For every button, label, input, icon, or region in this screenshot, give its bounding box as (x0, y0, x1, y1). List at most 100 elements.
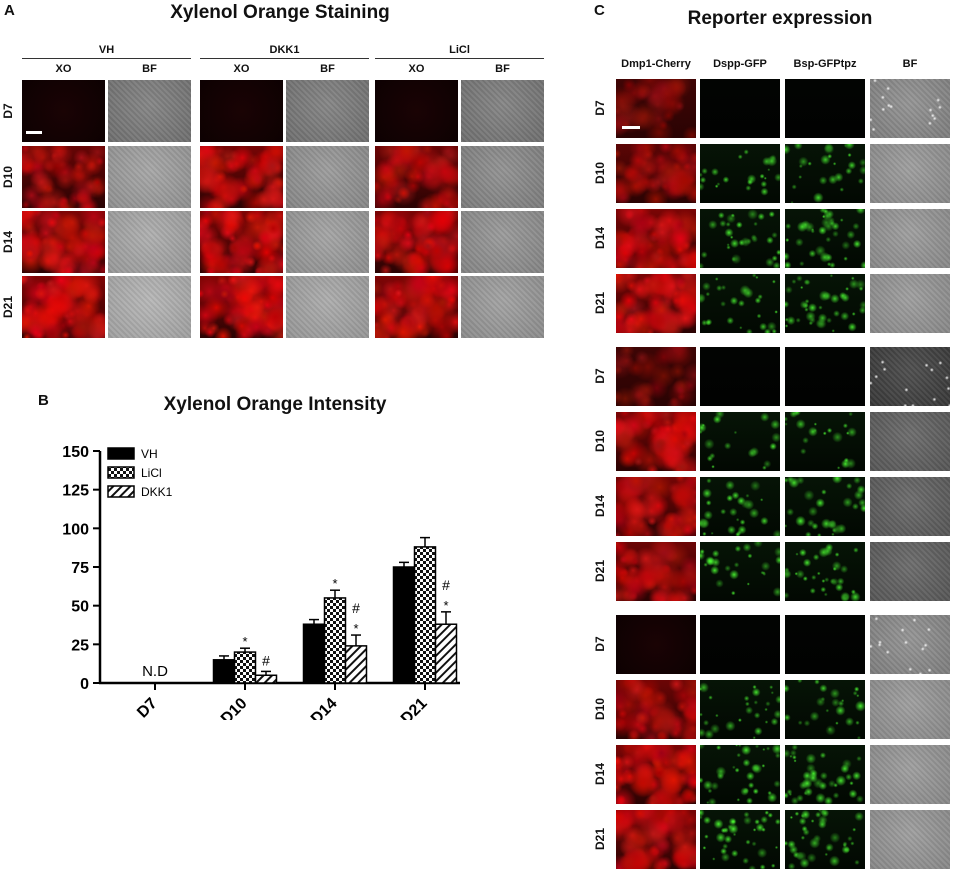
reporter-image-dspp-gfp-d14 (700, 477, 780, 536)
y-tick-label: 25 (71, 637, 89, 654)
panel-b-letter: B (38, 392, 49, 409)
reporter-image-bf-d10 (870, 144, 950, 203)
xo-image-vh-d10 (22, 146, 105, 208)
row-label-d7: D7 (593, 368, 607, 384)
bar-vh-d21 (392, 566, 416, 684)
legend-label-licl: LiCl (141, 466, 162, 480)
bf-image-vh-d14 (108, 211, 191, 273)
reporter-image-dmp1-cherry-d21 (616, 542, 696, 601)
panel-c-letter: C (594, 2, 605, 19)
legend-label-dkk1: DKK1 (141, 485, 173, 499)
group-label-vh: VH (98, 44, 115, 56)
reporter-image-dspp-gfp-d10 (700, 680, 780, 739)
reporter-image-bf-d21 (870, 542, 950, 601)
row-label-d14: D14 (593, 495, 607, 518)
reporter-image-dmp1-cherry-d7 (616, 79, 696, 138)
legend-label-vh: VH (141, 447, 158, 461)
reporter-image-bsp-gfptpz-d14 (785, 745, 865, 804)
y-tick-label: 75 (71, 560, 89, 577)
x-tick-label: D10 (218, 695, 251, 720)
reporter-image-bsp-gfptpz-d14 (785, 209, 865, 268)
reporter-image-bf-d14 (870, 209, 950, 268)
column-label-dmp1-cherry: Dmp1-Cherry (621, 58, 691, 70)
xo-image-dkk1-d10 (200, 146, 283, 208)
bf-image-dkk1-d14 (286, 211, 369, 273)
panel-a-grid: VH XO BF DKK1 XO BF LiCl XO BF D7 D10 D14 D21 (0, 0, 560, 340)
reporter-image-bsp-gfptpz-d7 (785, 347, 865, 406)
reporter-image-bsp-gfptpz-d14 (785, 477, 865, 536)
bar-dkk1-d21 (434, 623, 458, 684)
nd-annotation: N.D (142, 663, 168, 680)
row-label-d7: D7 (593, 100, 607, 116)
reporter-image-dmp1-cherry-d21 (616, 810, 696, 869)
reporter-image-bsp-gfptpz-d21 (785, 810, 865, 869)
x-tick-label: D7 (134, 695, 161, 720)
legend-swatch-vh (107, 447, 135, 460)
reporter-image-dmp1-cherry-d14 (616, 477, 696, 536)
reporter-image-dmp1-cherry-d7 (616, 615, 696, 674)
reporter-image-dspp-gfp-d7 (700, 79, 780, 138)
row-label-d10: D10 (593, 698, 607, 721)
reporter-image-dmp1-cherry-d14 (616, 209, 696, 268)
reporter-image-bf-d7 (870, 79, 950, 138)
reporter-image-dmp1-cherry-d10 (616, 412, 696, 471)
group-rule (200, 58, 369, 59)
bar-dkk1-d14 (344, 645, 368, 684)
reporter-image-dmp1-cherry-d21 (616, 274, 696, 333)
reporter-image-bf-d14 (870, 477, 950, 536)
reporter-image-dspp-gfp-d21 (700, 274, 780, 333)
row-label-d10: D10 (593, 430, 607, 453)
row-label-d10: D10 (593, 162, 607, 185)
reporter-image-bf-d21 (870, 274, 950, 333)
bf-image-dkk1-d10 (286, 146, 369, 208)
bf-image-licl-d21 (461, 276, 544, 338)
significance-mark: * (353, 621, 358, 636)
bf-image-vh-d10 (108, 146, 191, 208)
y-tick-label: 150 (62, 444, 89, 461)
panel-c-title: Reporter expression (687, 8, 873, 29)
group-rule (22, 58, 191, 59)
xo-image-vh-d14 (22, 211, 105, 273)
reporter-image-bf-d7 (870, 615, 950, 674)
row-label-d21: D21 (593, 828, 607, 851)
xo-image-licl-d14 (375, 211, 458, 273)
column-label-bf: BF (902, 58, 918, 70)
row-label-d7: D7 (593, 636, 607, 652)
xo-image-dkk1-d7 (200, 80, 283, 142)
reporter-image-bsp-gfptpz-d10 (785, 144, 865, 203)
scale-bar (26, 131, 42, 134)
reporter-image-dmp1-cherry-d7 (616, 347, 696, 406)
significance-mark: # (262, 652, 270, 668)
bar-dkk1-d10 (254, 674, 278, 684)
sub-label-xo: XO (408, 63, 425, 75)
panel-c-grid: Dmp1-Cherry Dspp-GFP Bsp-GFPtpz BF D7 D10 D14 D… (580, 0, 957, 879)
panel-a-letter: A (4, 2, 15, 19)
xo-image-licl-d10 (375, 146, 458, 208)
xylenol-orange-bar-chart: 0 25 50 75 100 125 150 D7 D10 * # D14 * * # D21 * # N.D VH L… (62, 444, 460, 720)
significance-mark: # (442, 577, 450, 593)
x-tick-label: D21 (398, 695, 431, 720)
significance-mark: * (332, 576, 337, 591)
group-label-licl: LiCl (449, 44, 470, 56)
xo-image-dkk1-d21 (200, 276, 283, 338)
xo-image-vh-d7 (22, 80, 105, 142)
reporter-image-dspp-gfp-d7 (700, 615, 780, 674)
bf-image-licl-d14 (461, 211, 544, 273)
group-rule (375, 58, 544, 59)
reporter-image-bsp-gfptpz-d10 (785, 412, 865, 471)
y-tick-label: 125 (62, 483, 89, 500)
significance-mark: # (352, 600, 360, 616)
reporter-image-bsp-gfptpz-d7 (785, 79, 865, 138)
sub-label-xo: XO (55, 63, 72, 75)
bar-vh-d14 (302, 623, 326, 684)
y-tick-label: 0 (80, 676, 89, 693)
xo-image-licl-d7 (375, 80, 458, 142)
reporter-image-dspp-gfp-d21 (700, 542, 780, 601)
reporter-image-dspp-gfp-d7 (700, 347, 780, 406)
row-label-d21: D21 (593, 292, 607, 315)
row-label-d14: D14 (593, 763, 607, 786)
reporter-image-bf-d21 (870, 810, 950, 869)
reporter-image-dspp-gfp-d14 (700, 209, 780, 268)
significance-mark: * (242, 634, 247, 649)
row-label-d7: D7 (1, 103, 15, 119)
